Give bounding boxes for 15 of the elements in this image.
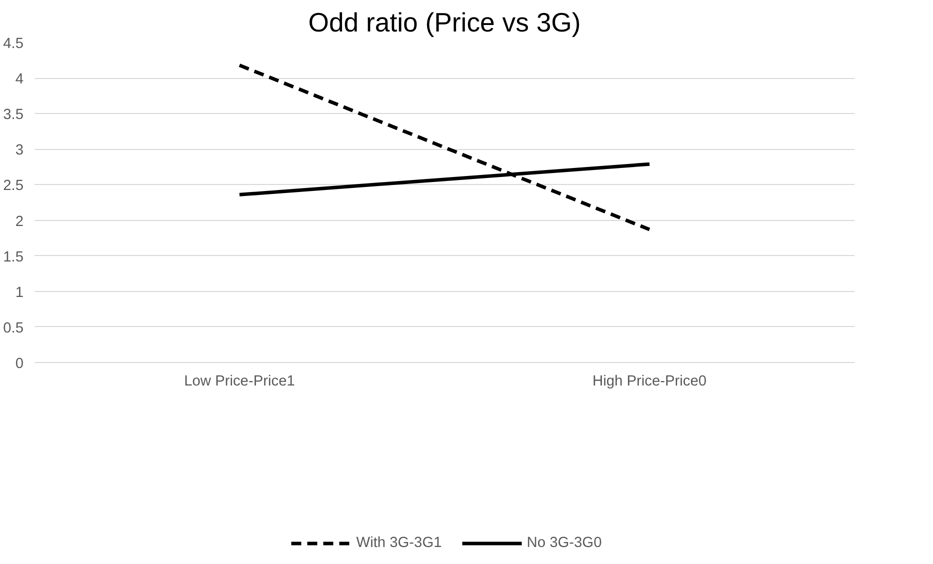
y-tick-label: 2.5 (3, 178, 24, 194)
y-tick-label: 1.5 (3, 249, 24, 266)
y-tick-label: 1 (15, 284, 24, 301)
y-tick-label: 2 (15, 214, 24, 230)
y-tick-label: 3 (15, 142, 24, 159)
y-tick-label: 4.5 (3, 36, 24, 52)
y-tick-label: 0.5 (3, 320, 24, 336)
legend-label: No 3G-3G0 (526, 535, 602, 551)
legend-label: With 3G-3G1 (356, 535, 442, 551)
y-tick-label: 4 (15, 72, 24, 88)
x-tick-label: Low Price-Price1 (184, 374, 295, 390)
y-tick-label: 3.5 (3, 107, 24, 124)
y-tick-label: 0 (15, 356, 24, 372)
x-tick-label: High Price-Price0 (592, 374, 707, 390)
chart-title: Odd ratio (Price vs 3G) (308, 8, 581, 38)
